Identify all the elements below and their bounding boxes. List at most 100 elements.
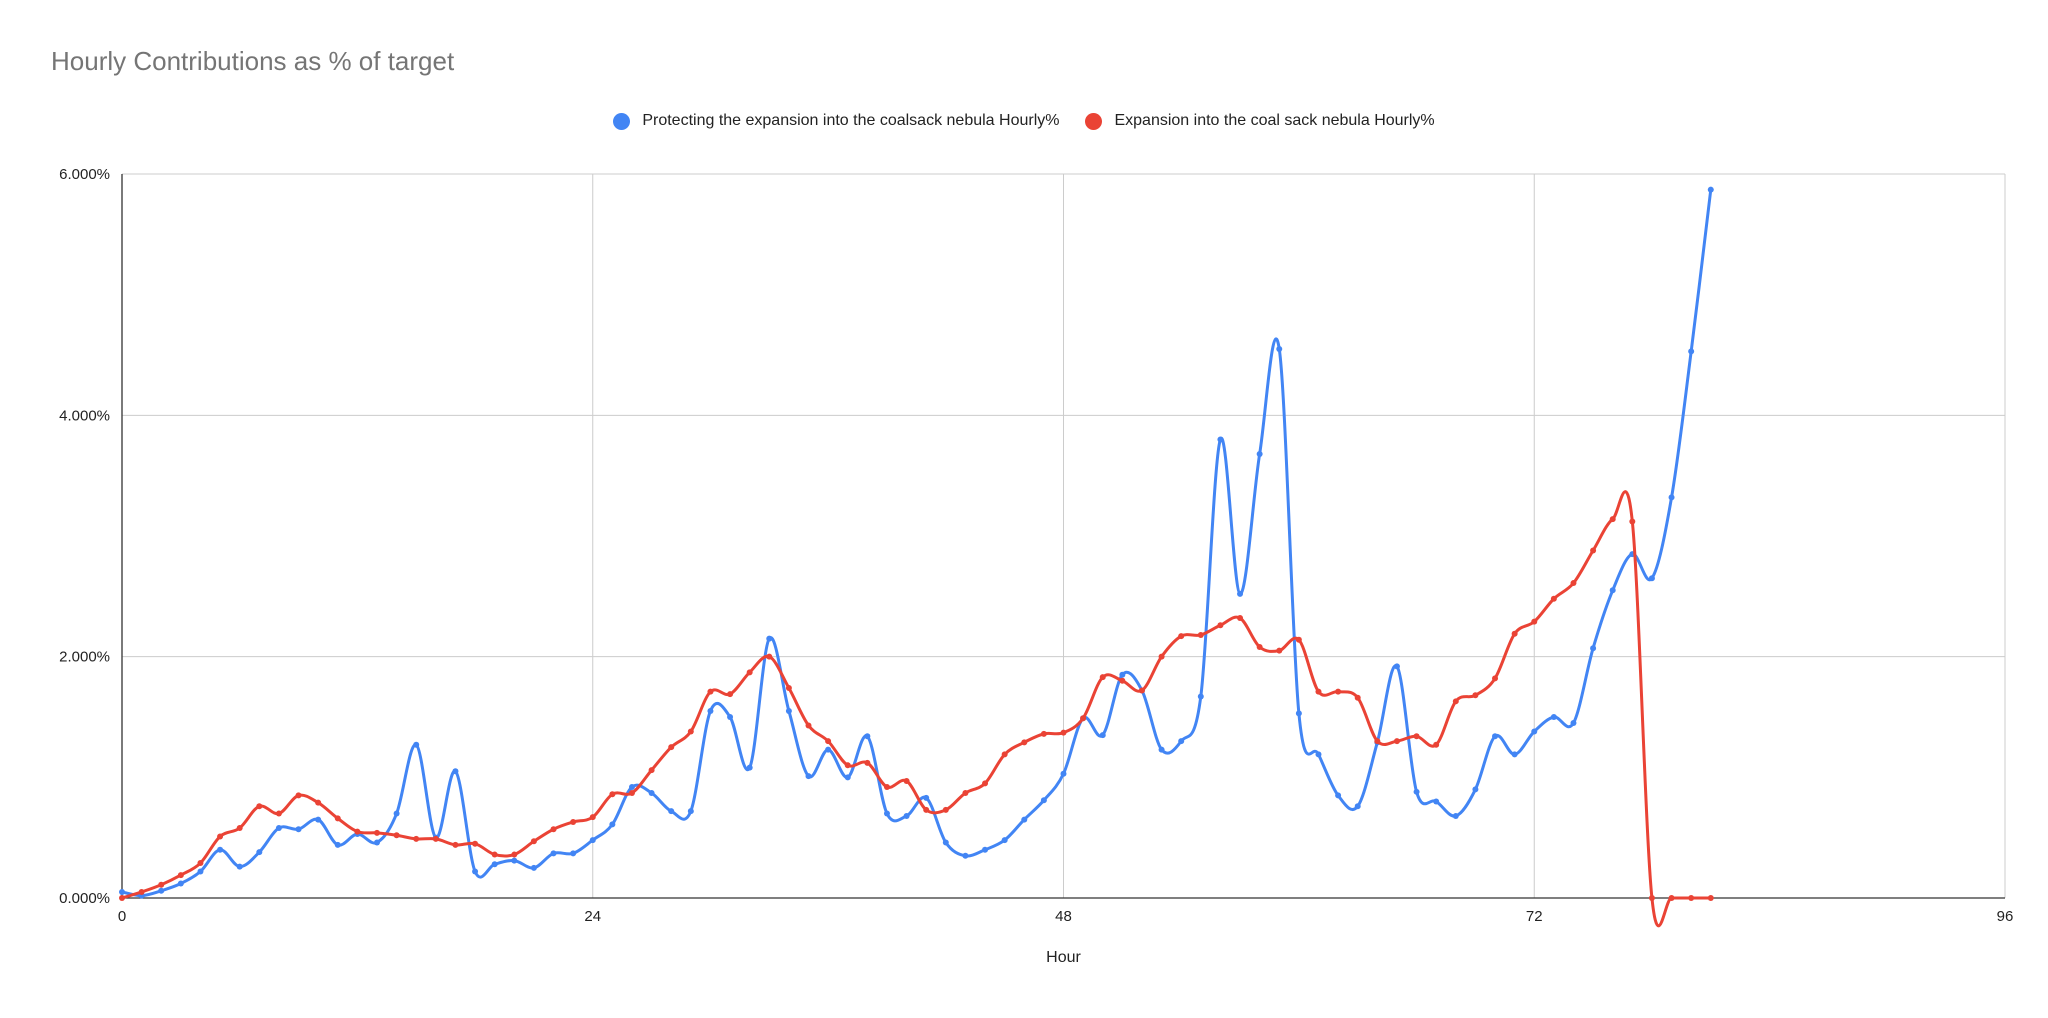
data-point[interactable] — [1590, 645, 1597, 652]
data-point[interactable] — [1158, 746, 1165, 753]
data-point[interactable] — [1472, 786, 1479, 793]
data-point[interactable] — [1295, 710, 1302, 717]
data-point[interactable] — [1178, 633, 1185, 640]
data-point[interactable] — [1472, 692, 1479, 699]
data-point[interactable] — [883, 783, 890, 790]
data-point[interactable] — [1001, 751, 1008, 758]
data-point[interactable] — [511, 857, 518, 864]
data-point[interactable] — [1178, 738, 1185, 745]
data-point[interactable] — [413, 835, 420, 842]
data-point[interactable] — [1021, 816, 1028, 823]
legend-item-series-2[interactable]: Expansion into the coal sack nebula Hour… — [1085, 112, 1435, 130]
data-point[interactable] — [1413, 733, 1420, 740]
data-point[interactable] — [177, 872, 184, 879]
data-point[interactable] — [1001, 837, 1008, 844]
data-point[interactable] — [942, 839, 949, 846]
data-point[interactable] — [648, 767, 655, 774]
data-point[interactable] — [1688, 348, 1695, 355]
data-point[interactable] — [1688, 895, 1695, 901]
data-point[interactable] — [805, 773, 812, 780]
data-point[interactable] — [1570, 580, 1577, 587]
data-point[interactable] — [177, 880, 184, 887]
data-point[interactable] — [452, 841, 459, 848]
data-point[interactable] — [982, 846, 989, 853]
data-point[interactable] — [1080, 715, 1087, 722]
data-point[interactable] — [1119, 671, 1126, 678]
data-point[interactable] — [1707, 186, 1714, 193]
data-point[interactable] — [844, 774, 851, 781]
data-point[interactable] — [825, 738, 832, 745]
data-point[interactable] — [903, 812, 910, 819]
data-point[interactable] — [1511, 630, 1518, 637]
data-point[interactable] — [589, 837, 596, 844]
data-point[interactable] — [1668, 494, 1675, 501]
data-point[interactable] — [746, 764, 753, 771]
data-point[interactable] — [1138, 687, 1145, 694]
data-point[interactable] — [315, 816, 322, 823]
data-point[interactable] — [668, 744, 675, 751]
data-point[interactable] — [1021, 739, 1028, 746]
data-point[interactable] — [628, 783, 635, 790]
data-point[interactable] — [393, 832, 400, 839]
data-point[interactable] — [1158, 653, 1165, 660]
data-point[interactable] — [158, 881, 165, 888]
data-point[interactable] — [1256, 450, 1263, 457]
data-point[interactable] — [1237, 615, 1244, 622]
data-point[interactable] — [1433, 741, 1440, 748]
data-point[interactable] — [197, 868, 204, 875]
data-point[interactable] — [1492, 733, 1499, 740]
data-point[interactable] — [1648, 575, 1655, 582]
data-point[interactable] — [1256, 644, 1263, 651]
data-point[interactable] — [1354, 803, 1361, 810]
data-point[interactable] — [766, 635, 773, 642]
data-point[interactable] — [256, 803, 263, 810]
data-point[interactable] — [472, 868, 479, 875]
data-point[interactable] — [295, 792, 302, 799]
data-point[interactable] — [530, 864, 537, 871]
data-point[interactable] — [1550, 714, 1557, 720]
data-point[interactable] — [236, 825, 243, 832]
data-point[interactable] — [1550, 595, 1557, 602]
data-point[interactable] — [334, 841, 341, 848]
data-point[interactable] — [1060, 770, 1067, 777]
data-point[interactable] — [1276, 345, 1283, 352]
data-point[interactable] — [942, 806, 949, 813]
data-point[interactable] — [1609, 516, 1616, 523]
data-point[interactable] — [1374, 738, 1381, 745]
data-point[interactable] — [119, 888, 125, 895]
data-point[interactable] — [1099, 732, 1106, 739]
data-point[interactable] — [1629, 518, 1636, 525]
data-point[interactable] — [1393, 663, 1400, 670]
data-point[interactable] — [373, 829, 380, 836]
data-point[interactable] — [236, 863, 243, 870]
data-point[interactable] — [589, 814, 596, 821]
data-point[interactable] — [1040, 797, 1047, 804]
data-point[interactable] — [1197, 631, 1204, 638]
data-point[interactable] — [1354, 694, 1361, 701]
data-point[interactable] — [1217, 436, 1224, 443]
data-point[interactable] — [1648, 895, 1655, 901]
data-point[interactable] — [1335, 688, 1342, 695]
data-point[interactable] — [883, 810, 890, 817]
data-point[interactable] — [491, 851, 498, 858]
data-point[interactable] — [570, 850, 577, 857]
data-point[interactable] — [1393, 738, 1400, 745]
data-point[interactable] — [1707, 895, 1714, 901]
data-point[interactable] — [727, 714, 734, 720]
data-point[interactable] — [275, 810, 282, 817]
legend-item-series-1[interactable]: Protecting the expansion into the coalsa… — [613, 112, 1059, 130]
data-point[interactable] — [609, 791, 616, 798]
data-point[interactable] — [472, 840, 479, 847]
data-point[interactable] — [628, 790, 635, 797]
data-point[interactable] — [707, 707, 714, 714]
data-point[interactable] — [1492, 675, 1499, 682]
data-point[interactable] — [1040, 730, 1047, 737]
data-point[interactable] — [550, 826, 557, 833]
data-point[interactable] — [1668, 895, 1675, 901]
data-point[interactable] — [275, 825, 282, 832]
data-point[interactable] — [864, 759, 871, 766]
data-point[interactable] — [805, 722, 812, 729]
data-point[interactable] — [1295, 636, 1302, 643]
data-point[interactable] — [1590, 547, 1597, 554]
data-point[interactable] — [217, 833, 224, 840]
